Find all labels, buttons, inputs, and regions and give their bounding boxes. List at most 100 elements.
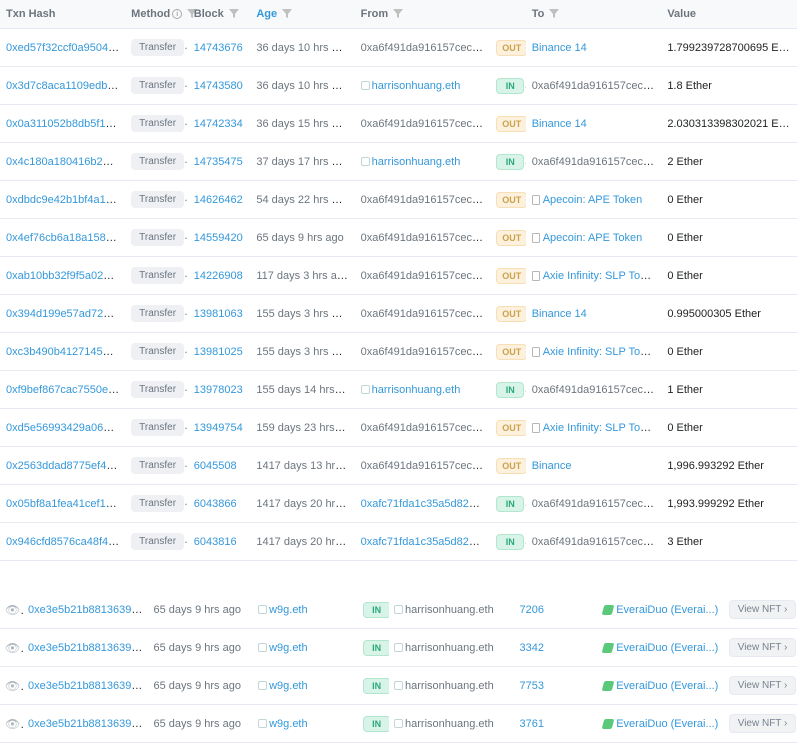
txn-hash-link[interactable]: 0xdbdc9e42b1bf4a1501... xyxy=(6,194,125,206)
txn-hash-link[interactable]: 0x05bf8a1fea41cef161f2... xyxy=(6,498,125,510)
to-address[interactable]: Binance 14 xyxy=(532,308,587,320)
from-address[interactable]: 0xafc71fda1c35a5d82c0... xyxy=(361,536,490,548)
block-link[interactable]: 14559420 xyxy=(194,232,243,244)
direction-badge: IN xyxy=(496,496,524,512)
filter-icon[interactable] xyxy=(393,9,403,19)
token-id-link[interactable]: 3342 xyxy=(520,642,544,654)
header-age[interactable]: Age xyxy=(250,0,354,29)
txn-hash-link[interactable]: 0x3d7c8aca1109edb876... xyxy=(6,80,125,92)
block-link[interactable]: 13978023 xyxy=(194,384,243,396)
from-address[interactable]: w9g.eth xyxy=(269,604,308,616)
block-link[interactable]: 14226908 xyxy=(194,270,243,282)
ens-icon xyxy=(258,605,267,614)
txn-hash-link[interactable]: 0xed57f32ccf0a9504638... xyxy=(6,42,125,54)
eye-icon[interactable]: 👁 xyxy=(5,717,23,731)
header-txn-hash[interactable]: Txn Hash xyxy=(0,0,125,29)
header-from[interactable]: From xyxy=(355,0,491,29)
view-nft-button[interactable]: View NFT › xyxy=(729,600,797,619)
direction-badge: OUT xyxy=(496,192,525,208)
to-address[interactable]: Apecoin: APE Token xyxy=(543,194,642,206)
eye-icon[interactable]: 👁 xyxy=(5,603,23,617)
to-address[interactable]: Apecoin: APE Token xyxy=(543,232,642,244)
to-address[interactable]: Axie Infinity: SLP Token xyxy=(543,422,658,434)
collection-link[interactable]: EveraiDuo (Everai...) xyxy=(616,642,718,654)
block-link[interactable]: 13981025 xyxy=(194,346,243,358)
txn-hash-link[interactable]: 0xe3e5b21b881363975c... xyxy=(28,642,149,654)
value-text: 1,996.993292 Ether xyxy=(667,460,764,472)
from-address: 0xa6f491da916157cecb... xyxy=(361,232,488,244)
header-to[interactable]: To xyxy=(526,0,662,29)
table-row: 0x0a311052b8db5f1858... Transfer 1474233… xyxy=(0,105,797,143)
to-address[interactable]: Axie Infinity: SLP Token xyxy=(543,270,658,282)
collection-icon xyxy=(602,605,615,615)
block-link[interactable]: 14742334 xyxy=(194,118,243,130)
from-address[interactable]: w9g.eth xyxy=(269,718,308,730)
token-id-link[interactable]: 7206 xyxy=(520,604,544,616)
collection-link[interactable]: EveraiDuo (Everai...) xyxy=(616,718,718,730)
txn-hash-link[interactable]: 0xf9bef867cac7550e359... xyxy=(6,384,125,396)
block-link[interactable]: 6043866 xyxy=(194,498,237,510)
eye-icon[interactable]: 👁 xyxy=(5,641,23,655)
to-address: harrisonhuang.eth xyxy=(405,604,494,616)
from-address[interactable]: 0xafc71fda1c35a5d82c0... xyxy=(361,498,490,510)
filter-icon[interactable] xyxy=(187,9,197,19)
filter-icon[interactable] xyxy=(549,9,559,19)
view-nft-button[interactable]: View NFT › xyxy=(729,638,797,657)
from-address: 0xa6f491da916157cecb... xyxy=(361,422,488,434)
from-address: 0xa6f491da916157cecb... xyxy=(361,460,488,472)
to-address[interactable]: Binance 14 xyxy=(532,42,587,54)
ens-icon xyxy=(258,643,267,652)
filter-icon[interactable] xyxy=(229,9,239,19)
to-address[interactable]: Binance xyxy=(532,460,572,472)
from-address: 0xa6f491da916157cecb... xyxy=(361,270,488,282)
block-link[interactable]: 13949754 xyxy=(194,422,243,434)
txn-hash-link[interactable]: 0xab10bb32f9f5a02a44b... xyxy=(6,270,125,282)
age-text: 36 days 10 hrs ago xyxy=(256,80,350,92)
from-address[interactable]: harrisonhuang.eth xyxy=(372,80,461,92)
txn-hash-link[interactable]: 0x4c180a180416b2d2b8... xyxy=(6,156,125,168)
to-address: 0xa6f491da916157cecb... xyxy=(532,498,659,510)
txn-hash-link[interactable]: 0x394d199e57ad726a8f... xyxy=(6,308,125,320)
eye-icon[interactable]: 👁 xyxy=(5,679,23,693)
age-text: 65 days 9 hrs ago xyxy=(256,232,343,244)
value-text: 2.030313398302021 Ether xyxy=(667,118,797,130)
to-address[interactable]: Binance 14 xyxy=(532,118,587,130)
block-link[interactable]: 6045508 xyxy=(194,460,237,472)
collection-link[interactable]: EveraiDuo (Everai...) xyxy=(616,680,718,692)
from-address[interactable]: w9g.eth xyxy=(269,680,308,692)
age-text: 65 days 9 hrs ago xyxy=(154,680,241,692)
age-text: 36 days 15 hrs ago xyxy=(256,118,350,130)
txn-hash-link[interactable]: 0x0a311052b8db5f1858... xyxy=(6,118,125,130)
txn-hash-link[interactable]: 0x946cfd8576ca48f4cc5... xyxy=(6,536,125,548)
contract-icon xyxy=(532,423,540,433)
txn-hash-link[interactable]: 0xd5e56993429a069fc7... xyxy=(6,422,125,434)
from-address[interactable]: harrisonhuang.eth xyxy=(372,384,461,396)
from-address[interactable]: w9g.eth xyxy=(269,642,308,654)
table-row: 0xc3b490b4127145d95e... Transfer 1398102… xyxy=(0,333,797,371)
token-id-link[interactable]: 7753 xyxy=(520,680,544,692)
info-icon[interactable]: i xyxy=(172,9,182,19)
to-address[interactable]: Axie Infinity: SLP Token xyxy=(543,346,658,358)
block-link[interactable]: 14743580 xyxy=(194,80,243,92)
block-link[interactable]: 14626462 xyxy=(194,194,243,206)
filter-icon[interactable] xyxy=(282,9,292,19)
block-link[interactable]: 13981063 xyxy=(194,308,243,320)
contract-icon xyxy=(532,347,540,357)
header-method[interactable]: Methodi xyxy=(125,0,188,29)
txn-hash-link[interactable]: 0x4ef76cb6a18a1580c0... xyxy=(6,232,125,244)
txn-hash-link[interactable]: 0xe3e5b21b881363975c... xyxy=(28,718,149,730)
collection-link[interactable]: EveraiDuo (Everai...) xyxy=(616,604,718,616)
block-link[interactable]: 6043816 xyxy=(194,536,237,548)
method-badge: Transfer xyxy=(131,191,184,208)
txn-hash-link[interactable]: 0xe3e5b21b881363975c... xyxy=(28,604,149,616)
view-nft-button[interactable]: View NFT › xyxy=(729,676,797,695)
txn-hash-link[interactable]: 0xe3e5b21b881363975c... xyxy=(28,680,149,692)
view-nft-button[interactable]: View NFT › xyxy=(729,714,797,733)
txn-hash-link[interactable]: 0xc3b490b4127145d95e... xyxy=(6,346,125,358)
header-value[interactable]: Value xyxy=(661,0,797,29)
block-link[interactable]: 14735475 xyxy=(194,156,243,168)
block-link[interactable]: 14743676 xyxy=(194,42,243,54)
from-address[interactable]: harrisonhuang.eth xyxy=(372,156,461,168)
token-id-link[interactable]: 3761 xyxy=(520,718,544,730)
txn-hash-link[interactable]: 0x2563ddad8775ef4b40... xyxy=(6,460,125,472)
